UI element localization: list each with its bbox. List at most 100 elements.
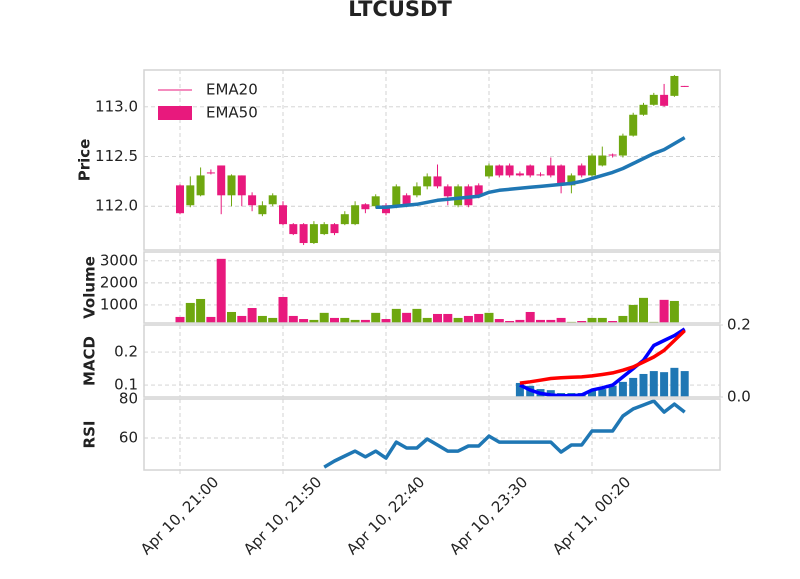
- legend-label: EMA20: [206, 81, 258, 99]
- candle-body: [289, 224, 297, 234]
- candle-body: [526, 165, 534, 175]
- candle-body: [207, 172, 215, 173]
- candle-body: [269, 195, 277, 204]
- volume-bar: [227, 312, 236, 323]
- candle-body: [228, 175, 236, 195]
- candle-body: [495, 165, 503, 175]
- volume-bar: [340, 318, 349, 323]
- x-tick-label: Apr 10, 21:00: [137, 473, 222, 558]
- macd-histogram-bar: [660, 372, 668, 397]
- volume-bar: [557, 318, 566, 323]
- candle-body: [238, 175, 246, 195]
- volume-bar: [392, 309, 401, 323]
- volume-bar: [206, 317, 215, 323]
- volume-bar: [588, 318, 597, 323]
- macd-histogram-bar: [598, 389, 606, 397]
- macd-histogram-bar: [650, 371, 658, 397]
- candle-body: [392, 186, 400, 207]
- y-tick-label: 3000: [100, 251, 138, 269]
- y-tick-label: 112.5: [95, 147, 138, 165]
- candle-body: [506, 165, 514, 175]
- candle-body: [423, 176, 431, 186]
- volume-bar: [433, 314, 442, 323]
- candle-body: [578, 165, 586, 175]
- volume-bar: [629, 305, 638, 323]
- y-tick-label: 2000: [100, 273, 138, 291]
- volume-bar: [237, 316, 246, 323]
- macd-histogram-bar: [681, 371, 689, 397]
- volume-bar: [412, 309, 421, 323]
- macd-line: [520, 331, 685, 384]
- candle-body: [640, 105, 648, 115]
- y-tick-label: 0.2: [114, 343, 138, 361]
- y2-tick-label: 0.2: [727, 316, 751, 334]
- y-tick-label: 60: [119, 429, 138, 447]
- candle-body: [588, 156, 596, 176]
- candle-body: [197, 175, 205, 195]
- volume-bar: [423, 318, 432, 323]
- candle-body: [300, 224, 308, 243]
- candle-body: [320, 224, 328, 234]
- volume-bar: [217, 259, 226, 323]
- candle-body: [598, 156, 606, 166]
- candle-body: [413, 186, 421, 195]
- candle-body: [331, 224, 339, 233]
- candle-body: [279, 205, 287, 224]
- candle-body: [258, 205, 266, 214]
- y2-tick-label: 0.0: [727, 388, 751, 406]
- volume-bar: [526, 312, 535, 323]
- volume-bar: [196, 299, 205, 323]
- candle-body: [248, 195, 256, 205]
- macd-histogram-bar: [640, 374, 648, 397]
- volume-bar: [289, 316, 298, 323]
- volume-bar: [320, 313, 329, 323]
- candle-body: [186, 185, 194, 205]
- candle-body: [547, 165, 555, 175]
- y-tick-label: 1000: [100, 295, 138, 313]
- candle-body: [310, 224, 318, 243]
- candle-body: [609, 155, 617, 156]
- macd-histogram-bar: [619, 382, 627, 397]
- candle-body: [619, 136, 627, 156]
- volume-bar: [485, 313, 494, 323]
- macd-line: [520, 329, 685, 396]
- legend-swatch: [158, 106, 192, 120]
- y-axis-label: MACD: [81, 336, 99, 386]
- y-tick-label: 113.0: [95, 97, 138, 115]
- volume-bar: [454, 318, 463, 323]
- candle-body: [361, 204, 369, 209]
- candle-body: [454, 186, 462, 205]
- y-tick-label: 112.0: [95, 197, 138, 215]
- volume-bar: [639, 298, 648, 323]
- legend-label: EMA50: [206, 104, 258, 122]
- rsi-line: [324, 401, 685, 467]
- volume-bar: [660, 300, 669, 323]
- candle-body: [351, 205, 359, 224]
- candle-body: [516, 173, 524, 175]
- y-axis-label: RSI: [81, 421, 99, 449]
- volume-bar: [618, 316, 627, 323]
- macd-histogram-bar: [629, 378, 637, 397]
- volume-bar: [402, 313, 411, 323]
- x-tick-label: Apr 10, 23:30: [446, 473, 531, 558]
- candle-body: [341, 214, 349, 224]
- volume-bar: [248, 308, 257, 323]
- volume-bar: [258, 316, 267, 323]
- candle-body: [444, 186, 452, 196]
- x-tick-label: Apr 10, 21:50: [240, 473, 325, 558]
- x-tick-label: Apr 10, 22:40: [343, 473, 428, 558]
- volume-bar: [598, 318, 607, 323]
- candle-body: [660, 95, 668, 106]
- volume-bar: [474, 314, 483, 323]
- macd-histogram-bar: [670, 368, 678, 397]
- candle-body: [176, 185, 184, 213]
- volume-bar: [186, 303, 195, 323]
- candle-body: [434, 176, 442, 186]
- volume-bar: [268, 318, 277, 323]
- candle-body: [650, 95, 658, 105]
- volume-bar: [279, 297, 288, 323]
- y-axis-label: Volume: [81, 256, 99, 319]
- volume-bar: [443, 314, 452, 323]
- candle-body: [670, 76, 678, 96]
